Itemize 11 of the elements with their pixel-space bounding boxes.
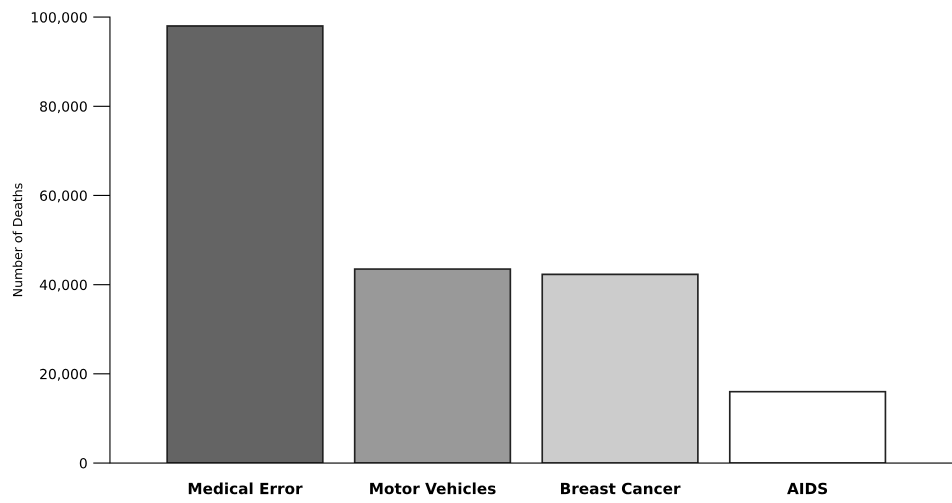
x-tick-label: AIDS — [787, 482, 828, 494]
y-tick-label: 0 — [80, 458, 87, 468]
x-tick-label: Medical Error — [188, 482, 303, 494]
y-tick-label: 100,000 — [32, 12, 87, 24]
y-axis-title: Number of Deaths — [12, 183, 22, 296]
x-tick-label: Breast Cancer — [561, 482, 680, 494]
y-tick-label: 80,000 — [40, 101, 87, 114]
y-tick-label: 40,000 — [40, 280, 87, 292]
y-tick-label: 20,000 — [40, 368, 87, 381]
y-tick-label: 60,000 — [40, 190, 87, 202]
x-tick-label: Motor Vehicles — [370, 482, 496, 494]
